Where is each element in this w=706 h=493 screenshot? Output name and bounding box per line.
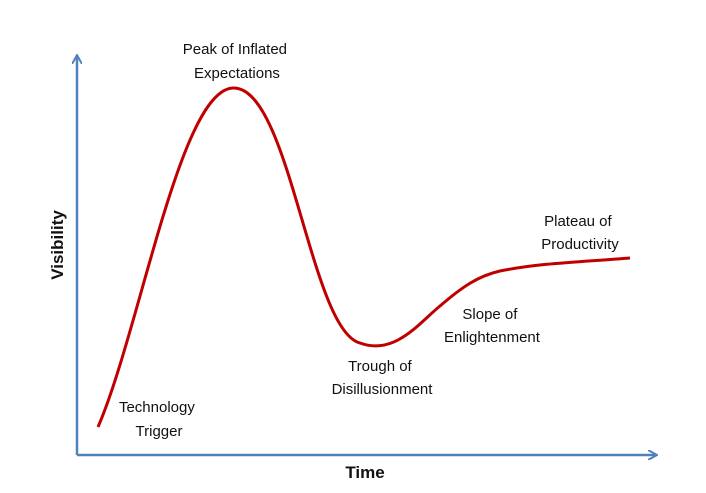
label-line: Enlightenment [444,329,541,346]
phase-label: Trough of Disillusionment [332,358,434,398]
label-line: Expectations [194,65,280,82]
label-line: Plateau of [544,213,612,230]
y-axis-title: Visibility [48,210,67,280]
label-line: Slope of [462,306,518,323]
label-line: Trigger [136,423,183,440]
phase-label: Peak of Inflated Expectations [183,41,291,82]
label-line: Disillusionment [332,381,434,398]
phase-label: Technology Trigger [119,399,199,440]
label-line: Technology [119,399,195,416]
label-line: Productivity [541,236,619,253]
label-line: Trough of [348,358,412,375]
label-line: Peak of Inflated [183,41,287,58]
x-axis-title: Time [345,463,384,482]
phase-label: Slope of Enlightenment [444,306,541,346]
phase-label: Plateau of Productivity [541,213,619,253]
hype-curve [96,86,631,428]
